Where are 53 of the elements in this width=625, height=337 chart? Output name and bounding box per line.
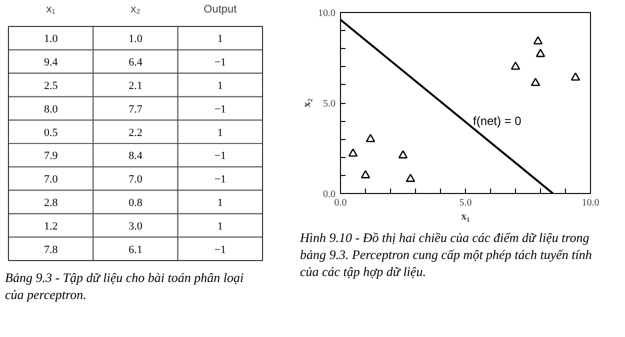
x-tick-label: x₁	[46, 4, 56, 16]
data-label: 1.0	[128, 33, 143, 46]
point	[530, 78, 540, 86]
data-label: 6.4	[128, 56, 143, 69]
x-tick-label: x₂	[130, 4, 140, 16]
y-axis-title: x₂	[301, 98, 313, 108]
data-label: −1	[214, 244, 226, 256]
data-label: 8.4	[128, 150, 143, 162]
data-label: 0.8	[128, 197, 143, 209]
data-label: 7.8	[44, 244, 58, 256]
x-axis-title: x₁	[461, 210, 470, 222]
data-label: 2.8	[44, 197, 58, 209]
data-label: 7.7	[128, 103, 143, 116]
data-label: 1	[217, 197, 223, 209]
data-label: 2.5	[44, 80, 58, 92]
data-label: 1.0	[44, 33, 58, 46]
point	[536, 48, 546, 58]
data-label: 2.1	[128, 80, 142, 92]
text: Hình 9.10 - Đồ thị hai chiều của các điểm dữ liệu trong bảng 9.3. Perceptron cung cấp một phép tách tuyến tính của các tập hợp dữ liệu.	[300, 230, 593, 281]
data-label: 7.0	[44, 174, 58, 186]
data-label: 0.5	[44, 126, 58, 139]
point	[510, 62, 520, 70]
data-label: 7.9	[44, 150, 58, 162]
data-label: 3.0	[128, 220, 143, 232]
data-label: 1	[217, 126, 223, 139]
data-label: −1	[214, 174, 226, 186]
data-label: 9.4	[44, 56, 58, 69]
data-label: 7.0	[128, 174, 143, 186]
point	[406, 174, 416, 182]
y-tick-label: 0.0	[323, 189, 336, 200]
point	[360, 170, 370, 178]
x-tick-label: 0.0	[334, 198, 347, 208]
point	[533, 36, 543, 44]
x-tick-label: 10.0	[582, 198, 600, 208]
data-label: −1	[214, 150, 226, 162]
y-tick-label: 5.0	[323, 98, 336, 110]
data-label: −1	[214, 103, 226, 116]
data-label: 6.1	[128, 244, 142, 256]
data-label: 2.2	[128, 126, 142, 139]
data-label: 8.0	[44, 103, 58, 116]
text: Bảng 9.3 - Tập dữ liệu cho bài toán phân loại của perceptron.	[5, 270, 245, 304]
x-tick-label: Output	[204, 4, 237, 16]
point	[366, 134, 376, 142]
annotation: f(net) = 0	[473, 114, 522, 128]
data-label: 1	[217, 220, 223, 232]
point	[348, 148, 358, 157]
point	[398, 150, 408, 158]
data-label: 1	[217, 33, 223, 46]
data-label: −1	[214, 56, 226, 69]
data-label: 1	[217, 80, 223, 92]
point	[570, 72, 580, 81]
x-tick-label: 5.0	[459, 198, 472, 208]
data-label: 1.2	[44, 220, 58, 232]
